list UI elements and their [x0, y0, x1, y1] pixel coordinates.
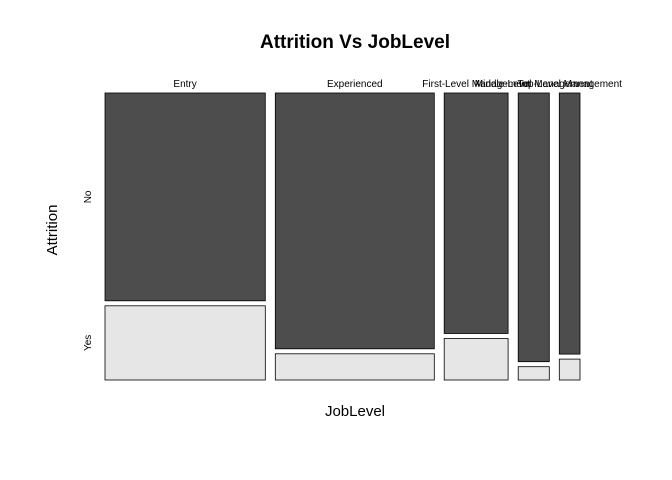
tile-experienced-no: [274, 92, 435, 350]
tile-first-level-management-yes: [443, 338, 509, 381]
x-tick-experienced: Experienced: [327, 79, 383, 90]
y-tick-no: No: [83, 190, 94, 203]
x-tick-labels: Entry Experienced First-Level ManagementMi…: [173, 79, 622, 90]
tile-middle-level-management-yes: [517, 366, 550, 381]
y-tick-yes: Yes: [83, 335, 94, 351]
y-axis-label: Attrition: [44, 205, 61, 256]
x-tick-first-level-management: First-Level Management: [422, 79, 530, 90]
tile-entry-no: [104, 92, 266, 302]
y-tick-labels: No Yes: [83, 190, 94, 351]
tile-top-level-management-yes: [558, 358, 581, 381]
tile-top-level-management-no: [558, 92, 581, 355]
tile-experienced-yes: [274, 353, 435, 381]
x-axis-label: JobLevel: [325, 403, 385, 420]
tile-entry-yes: [104, 305, 266, 381]
tile-first-level-management-no: [443, 92, 509, 334]
x-tick-entry: Entry: [173, 79, 196, 90]
chart-title: Attrition Vs JobLevel: [260, 32, 450, 53]
tile-middle-level-management-no: [517, 92, 550, 363]
mosaic-tiles: [104, 92, 581, 381]
x-tick-top-level-management: Top-Level Management: [517, 79, 622, 90]
x-tick-middle-level-management: Middle-Level Management: [475, 79, 593, 90]
